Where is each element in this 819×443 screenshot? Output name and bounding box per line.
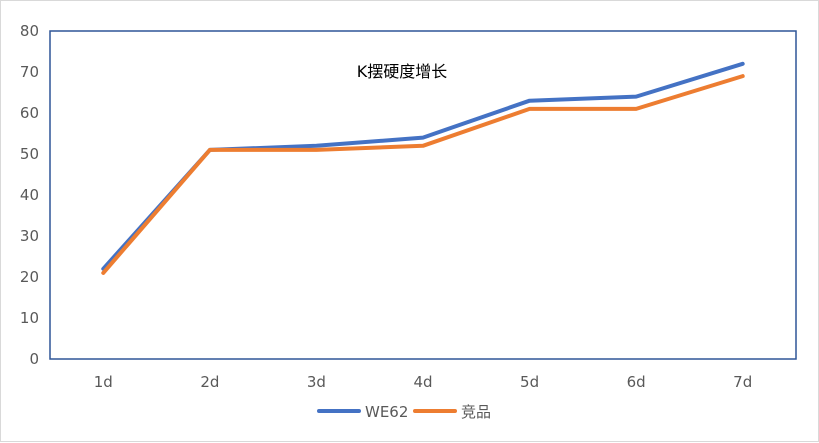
legend-label-0: WE62 xyxy=(365,403,408,421)
series-line-1 xyxy=(101,74,745,275)
x-axis-tick-labels: 1d 2d 3d 4d 5d 6d 7d xyxy=(94,373,753,391)
y-tick-label: 20 xyxy=(20,268,39,286)
y-tick-label: 0 xyxy=(29,350,39,368)
x-tick-label: 6d xyxy=(627,373,646,391)
x-tick-label: 2d xyxy=(200,373,219,391)
x-tick-label: 5d xyxy=(520,373,539,391)
series-layer xyxy=(101,61,745,275)
x-tick-label: 3d xyxy=(307,373,326,391)
x-tick-label: 1d xyxy=(94,373,113,391)
y-tick-label: 60 xyxy=(20,104,39,122)
x-tick-label: 7d xyxy=(733,373,752,391)
y-tick-label: 50 xyxy=(20,145,39,163)
y-tick-label: 70 xyxy=(20,63,39,81)
legend: WE62 竞品 xyxy=(317,403,491,421)
x-tick-label: 4d xyxy=(413,373,432,391)
legend-label-1: 竞品 xyxy=(461,403,491,421)
y-axis-tick-labels: 0 10 20 30 40 50 60 70 80 xyxy=(20,22,39,368)
y-tick-label: 40 xyxy=(20,186,39,204)
y-tick-label: 30 xyxy=(20,227,39,245)
y-tick-label: 10 xyxy=(20,309,39,327)
y-tick-label: 80 xyxy=(20,22,39,40)
chart-title: K摆硬度增长 xyxy=(357,62,448,81)
